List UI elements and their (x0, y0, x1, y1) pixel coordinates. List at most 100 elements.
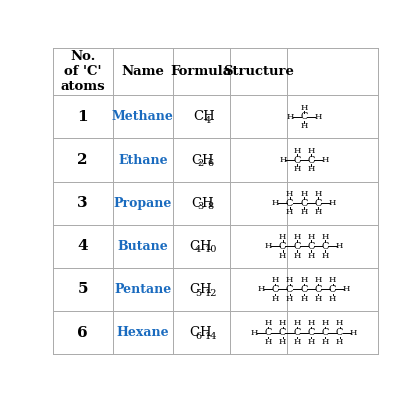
Text: C: C (279, 328, 286, 337)
Text: H: H (279, 233, 286, 241)
Text: Pentane: Pentane (114, 283, 171, 296)
Text: C: C (307, 242, 315, 251)
Text: H: H (315, 209, 322, 217)
Text: 3: 3 (197, 202, 204, 211)
Text: H: H (251, 329, 258, 337)
Text: H: H (314, 113, 322, 121)
Text: C: C (300, 199, 307, 208)
Text: Formula: Formula (171, 65, 232, 78)
Text: H: H (200, 240, 211, 253)
Text: 8: 8 (207, 202, 213, 211)
Text: C: C (315, 285, 322, 294)
Text: H: H (300, 103, 307, 112)
Text: 2: 2 (77, 153, 88, 167)
Text: Methane: Methane (112, 110, 174, 123)
Text: Structure: Structure (223, 65, 294, 78)
Text: 2: 2 (197, 159, 204, 168)
Text: H: H (286, 190, 293, 198)
Text: H: H (202, 197, 213, 210)
Text: H: H (272, 276, 279, 284)
Text: C: C (307, 156, 315, 164)
Text: H: H (315, 190, 322, 198)
Text: H: H (329, 276, 336, 284)
Text: H: H (279, 156, 286, 164)
Text: H: H (279, 252, 286, 259)
Text: H: H (315, 276, 322, 284)
Text: 3: 3 (77, 196, 88, 210)
Text: Butane: Butane (118, 240, 168, 253)
Text: C: C (293, 242, 300, 251)
Text: C: C (322, 328, 329, 337)
Text: Name: Name (121, 65, 164, 78)
Text: C: C (272, 285, 279, 294)
Text: H: H (300, 295, 307, 302)
Text: H: H (293, 338, 300, 346)
Text: H: H (272, 295, 279, 302)
Text: H: H (286, 295, 293, 302)
Text: 5: 5 (77, 283, 88, 297)
Text: H: H (202, 154, 213, 166)
Text: H: H (293, 320, 300, 328)
Text: H: H (265, 242, 272, 250)
Text: H: H (329, 295, 336, 302)
Text: H: H (350, 329, 357, 337)
Text: C: C (189, 240, 200, 253)
Text: H: H (322, 233, 329, 241)
Text: H: H (293, 165, 300, 173)
Text: H: H (300, 276, 307, 284)
Text: H: H (336, 242, 343, 250)
Text: H: H (307, 320, 315, 328)
Text: H: H (279, 320, 286, 328)
Text: H: H (300, 122, 307, 130)
Text: H: H (300, 190, 307, 198)
Text: H: H (258, 285, 265, 293)
Text: H: H (315, 295, 322, 302)
Text: H: H (272, 199, 279, 207)
Text: Propane: Propane (114, 197, 172, 210)
Text: C: C (307, 328, 315, 337)
Text: C: C (192, 197, 202, 210)
Text: C: C (189, 326, 200, 339)
Text: C: C (265, 328, 272, 337)
Text: H: H (321, 156, 329, 164)
Text: H: H (265, 320, 272, 328)
Text: H: H (293, 252, 300, 259)
Text: 4: 4 (205, 116, 211, 125)
Text: H: H (328, 199, 336, 207)
Text: C: C (189, 283, 200, 296)
Text: C: C (286, 285, 293, 294)
Text: H: H (322, 252, 329, 259)
Text: 4: 4 (195, 246, 202, 254)
Text: H: H (336, 338, 344, 346)
Text: CH: CH (194, 110, 215, 123)
Text: H: H (279, 338, 286, 346)
Text: C: C (300, 285, 307, 294)
Text: H: H (286, 113, 294, 121)
Text: H: H (200, 283, 211, 296)
Text: H: H (307, 252, 315, 259)
Text: 12: 12 (205, 289, 218, 298)
Text: H: H (200, 326, 211, 339)
Text: H: H (322, 338, 329, 346)
Text: 4: 4 (77, 239, 88, 253)
Text: 5: 5 (195, 289, 201, 298)
Text: H: H (322, 320, 329, 328)
Text: H: H (336, 320, 344, 328)
Text: Ethane: Ethane (118, 154, 168, 166)
Text: 6: 6 (77, 326, 88, 339)
Text: C: C (293, 156, 300, 164)
Text: 6: 6 (195, 332, 201, 341)
Text: H: H (307, 147, 315, 155)
Text: 6: 6 (207, 159, 213, 168)
Text: 10: 10 (205, 246, 217, 254)
Text: H: H (343, 285, 350, 293)
Text: C: C (279, 242, 286, 251)
Text: C: C (336, 328, 344, 337)
Text: C: C (329, 285, 336, 294)
Text: C: C (300, 112, 307, 121)
Text: C: C (322, 242, 329, 251)
Text: C: C (286, 199, 293, 208)
Text: No.
of 'C'
atoms: No. of 'C' atoms (60, 50, 105, 93)
Text: 1: 1 (77, 110, 88, 124)
Text: H: H (293, 147, 300, 155)
